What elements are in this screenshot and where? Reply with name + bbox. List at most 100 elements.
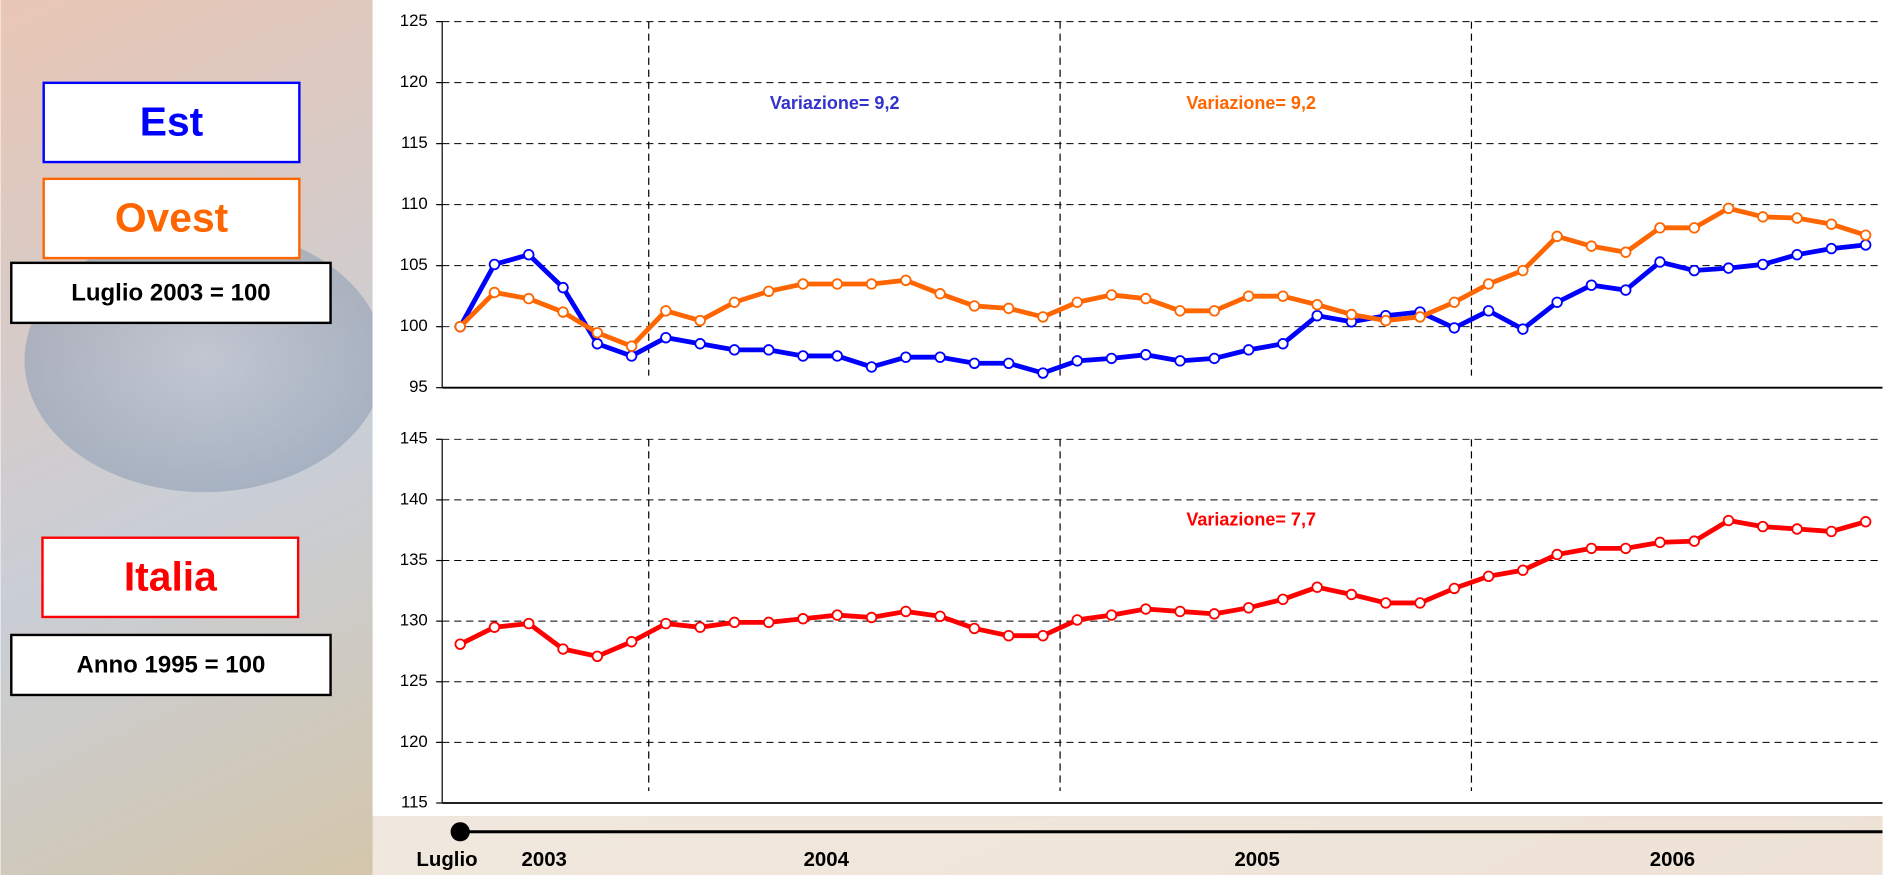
data-point — [865, 278, 878, 290]
data-point — [1825, 242, 1838, 255]
base-note-box — [10, 261, 332, 325]
y-tick-label: 145 — [400, 429, 428, 448]
data-point — [1037, 311, 1049, 323]
data-point — [1448, 582, 1461, 595]
data-point — [660, 617, 672, 630]
annotation: Variazione= 9,2 — [1186, 93, 1316, 113]
data-point — [1654, 256, 1666, 268]
data-point — [523, 292, 535, 305]
data-point — [1277, 290, 1289, 302]
data-point — [797, 613, 809, 625]
timeline-label: 2003 — [522, 849, 567, 871]
data-point — [934, 610, 946, 622]
data-point — [1414, 597, 1426, 609]
data-point — [488, 286, 501, 299]
data-point — [1002, 357, 1015, 369]
base-note-box — [10, 633, 332, 697]
data-point — [1208, 352, 1221, 365]
data-point — [1311, 309, 1323, 322]
legend-label: Ovest — [115, 195, 229, 241]
data-point — [1140, 603, 1152, 615]
data-point — [1585, 279, 1598, 291]
series-line — [458, 242, 1866, 376]
data-point — [1585, 542, 1598, 555]
data-point — [660, 331, 672, 344]
data-point — [1242, 602, 1255, 614]
data-point — [1174, 355, 1186, 367]
data-point — [1174, 605, 1186, 618]
data-point — [557, 281, 569, 294]
annotation: Variazione= 9,2 — [770, 93, 900, 113]
y-tick-label: 135 — [400, 550, 428, 569]
data-point — [1791, 523, 1803, 535]
base-note: Anno 1995 = 100 — [77, 651, 266, 678]
y-tick-label: 115 — [401, 133, 428, 152]
data-point — [1551, 230, 1563, 243]
data-point — [591, 650, 604, 662]
data-point — [934, 288, 946, 300]
data-point — [1071, 355, 1083, 367]
data-point — [1791, 212, 1803, 224]
annotation: Variazione= 7,7 — [1186, 510, 1316, 530]
timeline-label: 2006 — [1650, 849, 1695, 871]
data-point — [1037, 629, 1049, 642]
data-point — [1722, 514, 1735, 527]
data-point — [1208, 305, 1221, 317]
series-line — [458, 205, 1867, 349]
data-point — [694, 338, 706, 350]
data-point — [1311, 299, 1323, 311]
y-tick-label: 130 — [400, 611, 428, 630]
data-point — [1345, 588, 1358, 601]
data-point — [1277, 338, 1289, 350]
data-point — [1002, 629, 1015, 642]
data-point — [1654, 222, 1666, 234]
data-point — [1757, 258, 1769, 271]
data-point — [865, 611, 878, 624]
data-point — [660, 305, 672, 317]
data-point — [900, 605, 912, 618]
data-point — [1551, 548, 1563, 561]
data-point — [1140, 292, 1152, 305]
data-point — [1380, 597, 1392, 609]
data-point — [831, 278, 843, 290]
data-point — [1859, 229, 1872, 241]
data-point — [1242, 290, 1255, 302]
y-tick-label: 105 — [400, 255, 428, 274]
timeline-label: 2004 — [804, 849, 850, 871]
data-point — [694, 314, 706, 327]
data-point — [454, 320, 466, 333]
data-point — [1859, 239, 1872, 251]
data-point — [1414, 311, 1426, 323]
data-point — [488, 258, 501, 271]
data-point — [1825, 525, 1838, 538]
data-point — [934, 351, 946, 363]
data-point — [1380, 314, 1392, 327]
y-tick-label: 95 — [409, 377, 428, 396]
legend: Est Ovest Italia Luglio 2003 = 100 Anno 1995… — [10, 81, 332, 697]
data-point — [1620, 542, 1632, 555]
data-point — [1859, 516, 1872, 528]
data-point — [1071, 614, 1083, 626]
data-point — [488, 621, 501, 633]
data-point — [1688, 535, 1700, 547]
legend-box — [42, 81, 301, 164]
y-tick-label: 125 — [400, 671, 428, 690]
data-point — [625, 350, 638, 362]
y-tick-label: 120 — [400, 72, 428, 91]
y-tick-label: 100 — [400, 316, 428, 335]
data-point — [523, 248, 535, 261]
base-note: Luglio 2003 = 100 — [71, 279, 270, 306]
data-point — [1242, 344, 1255, 356]
data-point — [831, 609, 843, 621]
data-point — [968, 300, 981, 312]
data-point — [1174, 305, 1186, 317]
data-point — [1722, 202, 1735, 215]
data-point — [1825, 218, 1838, 230]
data-point — [591, 338, 604, 350]
data-point — [1688, 222, 1700, 234]
data-point — [1585, 240, 1598, 252]
data-point — [728, 616, 741, 629]
data-point — [557, 643, 569, 655]
